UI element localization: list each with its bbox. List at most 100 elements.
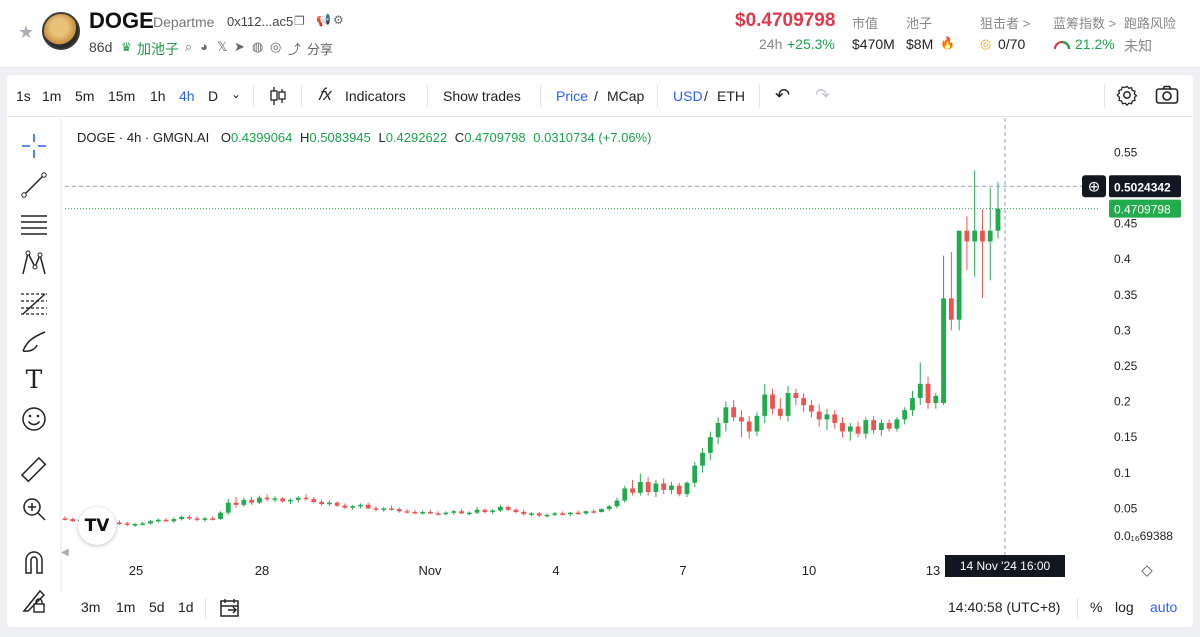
candle bbox=[311, 497, 317, 504]
current-time[interactable]: 14:40:58 (UTC+8) bbox=[948, 599, 1061, 615]
candle-body bbox=[326, 502, 332, 505]
search-icon[interactable]: ⌕ bbox=[185, 39, 193, 54]
x-tick-label-6: 13 bbox=[926, 563, 940, 578]
date-range-calendar-icon[interactable] bbox=[219, 597, 241, 622]
emoji-icon[interactable] bbox=[20, 405, 48, 433]
zoom-in-icon[interactable] bbox=[20, 495, 48, 523]
y-tick-label-8: 0.15 bbox=[1114, 430, 1138, 444]
candle-body bbox=[412, 511, 418, 514]
crosshair-icon[interactable] bbox=[20, 132, 48, 160]
candle-body bbox=[155, 519, 161, 522]
candle bbox=[801, 393, 807, 413]
candle bbox=[606, 504, 612, 512]
add-alert-button[interactable] bbox=[1082, 175, 1106, 198]
undo-icon[interactable]: ↶ bbox=[775, 85, 791, 105]
discord-icon[interactable]: ◎ bbox=[270, 39, 282, 54]
log-scale-toggle[interactable]: log bbox=[1115, 599, 1134, 615]
range-3m[interactable]: 3m bbox=[81, 599, 101, 615]
redo-icon[interactable]: ↷ bbox=[815, 85, 831, 105]
candle bbox=[117, 520, 122, 525]
candle bbox=[148, 519, 153, 525]
candle-body bbox=[622, 488, 628, 501]
telegram-icon[interactable]: ➤ bbox=[234, 39, 245, 54]
candle bbox=[707, 431, 713, 460]
community-icon[interactable]: ◕ bbox=[200, 39, 208, 54]
x-twitter-icon[interactable]: 𝕏 bbox=[217, 39, 228, 54]
divider bbox=[657, 84, 658, 108]
show-trades-button[interactable]: Show trades bbox=[443, 88, 521, 104]
contract-address[interactable]: 0x112...ac5 bbox=[227, 14, 294, 29]
usd-toggle[interactable]: USD bbox=[673, 88, 703, 104]
divider bbox=[540, 84, 541, 108]
candlestick-type-icon[interactable] bbox=[269, 86, 287, 109]
candle bbox=[645, 477, 651, 496]
camera-icon[interactable] bbox=[1155, 85, 1179, 108]
candle bbox=[622, 485, 628, 503]
range-1d[interactable]: 1d bbox=[178, 599, 194, 615]
candle-body bbox=[544, 514, 550, 517]
horizontal-lines-icon[interactable] bbox=[20, 210, 48, 238]
mcap-toggle[interactable]: MCap bbox=[607, 88, 645, 104]
candle-body bbox=[824, 414, 830, 420]
indicators-button[interactable]: Indicators bbox=[345, 88, 406, 104]
candle bbox=[832, 410, 838, 429]
candle bbox=[948, 252, 954, 331]
candle-body bbox=[194, 518, 200, 520]
price-toggle[interactable]: Price bbox=[556, 88, 588, 104]
axis-settings-icon[interactable]: ◇ bbox=[1141, 561, 1153, 579]
auto-scale-toggle[interactable]: auto bbox=[1150, 599, 1178, 615]
fib-retracement-icon[interactable] bbox=[20, 288, 48, 316]
share-icon[interactable]: ⤴ bbox=[288, 42, 302, 57]
interval-5m[interactable]: 5m bbox=[75, 88, 95, 104]
chevron-down-icon[interactable]: ⌄ bbox=[231, 87, 242, 101]
candle bbox=[941, 255, 946, 406]
candle bbox=[731, 400, 737, 422]
interval-d[interactable]: D bbox=[208, 88, 219, 104]
candle-body bbox=[62, 518, 68, 520]
copy-icon[interactable]: ❐ bbox=[294, 14, 305, 28]
candle bbox=[412, 509, 418, 515]
candle bbox=[855, 421, 861, 438]
add-pool-label[interactable]: 加池子 bbox=[137, 41, 179, 57]
candle-body bbox=[521, 511, 527, 515]
interval-15m[interactable]: 15m bbox=[108, 88, 136, 104]
candle-body bbox=[536, 513, 542, 516]
text-tool-icon[interactable]: T bbox=[25, 365, 43, 394]
range-5d[interactable]: 5d bbox=[149, 599, 165, 615]
candle bbox=[614, 497, 620, 509]
candle-body bbox=[210, 518, 216, 520]
brush-icon[interactable] bbox=[20, 327, 48, 355]
megaphone-icon[interactable]: 📢 bbox=[316, 13, 331, 27]
settings-gear-icon[interactable] bbox=[1116, 84, 1138, 109]
interval-1h[interactable]: 1h bbox=[150, 88, 166, 104]
interval-1s[interactable]: 1s bbox=[16, 88, 31, 104]
ruler-icon[interactable] bbox=[20, 456, 48, 484]
price-chart[interactable]: 0.550.50.450.40.350.30.250.20.150.10.050… bbox=[7, 75, 1193, 593]
stat-label-bluechip[interactable]: 蓝筹指数 > bbox=[1053, 16, 1117, 31]
pattern-icon[interactable] bbox=[20, 249, 48, 277]
magnet-icon[interactable] bbox=[20, 548, 48, 576]
share-label[interactable]: 分享 bbox=[307, 42, 334, 57]
website-icon[interactable]: ◍ bbox=[252, 39, 264, 54]
fx-icon[interactable]: 𝑓x bbox=[318, 85, 332, 104]
percent-scale-toggle[interactable]: % bbox=[1090, 599, 1103, 615]
favorite-star-icon[interactable]: ★ bbox=[18, 22, 35, 42]
candle bbox=[451, 509, 457, 515]
candle bbox=[373, 506, 379, 512]
plus-circle-icon[interactable]: ⊕ bbox=[1088, 177, 1101, 195]
candle bbox=[917, 362, 923, 406]
settings-cog-icon[interactable]: ⚙ bbox=[333, 13, 344, 27]
interval-1m[interactable]: 1m bbox=[42, 88, 62, 104]
stat-label-snipers[interactable]: 狙击者 > bbox=[980, 16, 1031, 31]
candle bbox=[490, 509, 496, 515]
scroll-left-icon[interactable]: ◀ bbox=[61, 547, 69, 558]
tradingview-logo[interactable]: 𝗧𝗩 bbox=[78, 507, 116, 545]
candle bbox=[443, 511, 449, 516]
range-1m[interactable]: 1m bbox=[116, 599, 136, 615]
trend-line-icon[interactable] bbox=[20, 171, 48, 199]
token-age: 86d bbox=[89, 39, 113, 55]
interval-4h[interactable]: 4h bbox=[179, 88, 195, 104]
candle-body bbox=[513, 509, 519, 512]
lock-drawings-icon[interactable] bbox=[20, 587, 48, 615]
eth-toggle[interactable]: ETH bbox=[717, 88, 745, 104]
